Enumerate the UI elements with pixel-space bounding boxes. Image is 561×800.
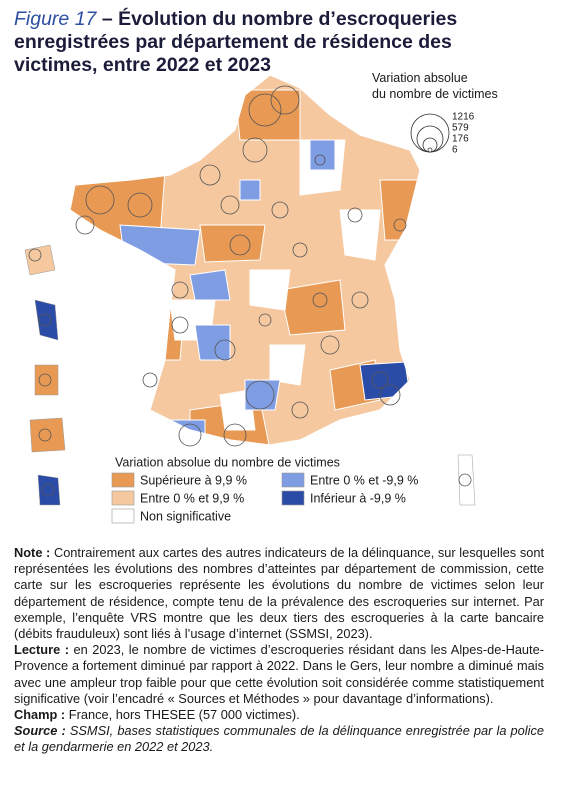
department-area	[189, 269, 231, 301]
bubble	[351, 291, 369, 309]
bubble	[393, 218, 407, 232]
territory	[457, 454, 476, 506]
bubble	[242, 137, 268, 163]
territory	[24, 244, 56, 276]
department-area	[269, 344, 306, 386]
note-paragraph: Lecture : en 2023, le nombre de victimes…	[14, 642, 544, 707]
bubble	[258, 313, 272, 327]
bubble	[291, 401, 309, 419]
bubble	[28, 248, 42, 262]
note-text: France, hors THESEE (57 000 victimes).	[68, 707, 300, 723]
legend-title: Variation absolue du nombre de victimes	[115, 455, 340, 469]
bubble	[38, 428, 52, 442]
legend-swatch	[111, 490, 135, 506]
department-area	[194, 324, 231, 361]
bubble	[220, 195, 240, 215]
bubble	[85, 185, 115, 215]
figure-label: Figure 17	[14, 8, 97, 30]
note-paragraph: Source : SSMSI, bases statistiques commu…	[14, 723, 544, 755]
department-area	[119, 224, 201, 266]
legend-label: Non significative	[140, 509, 231, 523]
bubble	[229, 234, 251, 256]
bubble	[312, 292, 328, 308]
bubble	[320, 335, 340, 355]
france-outline	[69, 74, 421, 446]
bubble-legend-value: 1216	[452, 112, 475, 123]
bubble	[199, 164, 221, 186]
legend-swatch	[281, 490, 305, 506]
bubble-legend-value: 579	[452, 123, 469, 134]
bubble	[178, 423, 202, 447]
territory	[37, 474, 61, 506]
metropole	[70, 75, 420, 445]
bubble	[171, 281, 189, 299]
legend-bubble	[410, 113, 450, 153]
notes: Note : Contrairement aux cartes des autr…	[14, 545, 544, 756]
department-area	[249, 269, 291, 311]
department-area	[199, 224, 266, 263]
bubble	[75, 215, 95, 235]
bubble	[347, 207, 363, 223]
legend-bubble	[427, 147, 433, 153]
title-block: Figure 17 – Évolution du nombre d’escroq…	[14, 8, 464, 77]
bubble-legend-title: Variation absolue du nombre de victimes	[372, 71, 498, 101]
department-area	[309, 139, 336, 171]
bubble	[458, 473, 472, 487]
bubble	[171, 316, 189, 334]
bubble	[214, 339, 236, 361]
bubble	[371, 371, 389, 389]
legend-label: Supérieure à 9,9 %	[140, 473, 247, 487]
note-label: Note :	[14, 545, 51, 560]
note-paragraph: Champ : France, hors THESEE (57 000 vict…	[14, 707, 544, 723]
territory	[34, 299, 59, 341]
note-text: Contrairement aux cartes des autres indi…	[14, 545, 545, 642]
legend-swatch	[111, 472, 135, 488]
legend-label: Inférieur à -9,9 %	[310, 491, 406, 505]
bubble-legend-value: 6	[452, 145, 458, 156]
department-area	[379, 179, 420, 241]
department-area	[244, 379, 281, 411]
department-area	[359, 361, 411, 401]
department-area	[339, 209, 381, 261]
note-label: Lecture :	[14, 642, 69, 658]
legend-label: Entre 0 % et -9,9 %	[310, 473, 418, 487]
department-area	[164, 419, 206, 445]
bubble	[314, 154, 326, 166]
department-area	[239, 179, 261, 201]
bubble	[248, 93, 282, 127]
territory	[34, 364, 59, 396]
note-paragraph: Note : Contrairement aux cartes des autr…	[14, 545, 544, 642]
bubble	[223, 423, 247, 447]
legend-label: Entre 0 % et 9,9 %	[140, 491, 244, 505]
bubble	[245, 380, 275, 410]
department-area	[279, 279, 346, 336]
bubble	[270, 85, 300, 115]
figure-title: – Évolution du nombre d’escroqueries enr…	[14, 8, 458, 76]
note-label: Champ :	[14, 707, 66, 723]
bubble	[142, 372, 158, 388]
bubble-legend-value: 176	[452, 134, 469, 145]
territory	[29, 417, 66, 453]
map: Variation absolue du nombre de victimes 12…	[24, 71, 498, 524]
bubble	[271, 201, 289, 219]
bubble	[38, 373, 52, 387]
note-text: en 2023, le nombre de victimes d’escroqu…	[14, 642, 544, 706]
note-text: SSMSI, bases statistiques communales de …	[14, 723, 544, 755]
bubble	[292, 242, 308, 258]
bubble	[38, 313, 52, 327]
legend-swatch	[281, 472, 305, 488]
bubble-legend-title-line1: Variation absolue	[372, 71, 468, 85]
bubble-legend-title-line2: du nombre de victimes	[372, 87, 498, 101]
bubble	[127, 192, 153, 218]
bubble	[41, 483, 55, 497]
note-label: Source :	[14, 723, 66, 739]
legend-swatch	[111, 508, 135, 524]
bubble	[379, 384, 401, 406]
legend-bubble	[422, 137, 438, 153]
